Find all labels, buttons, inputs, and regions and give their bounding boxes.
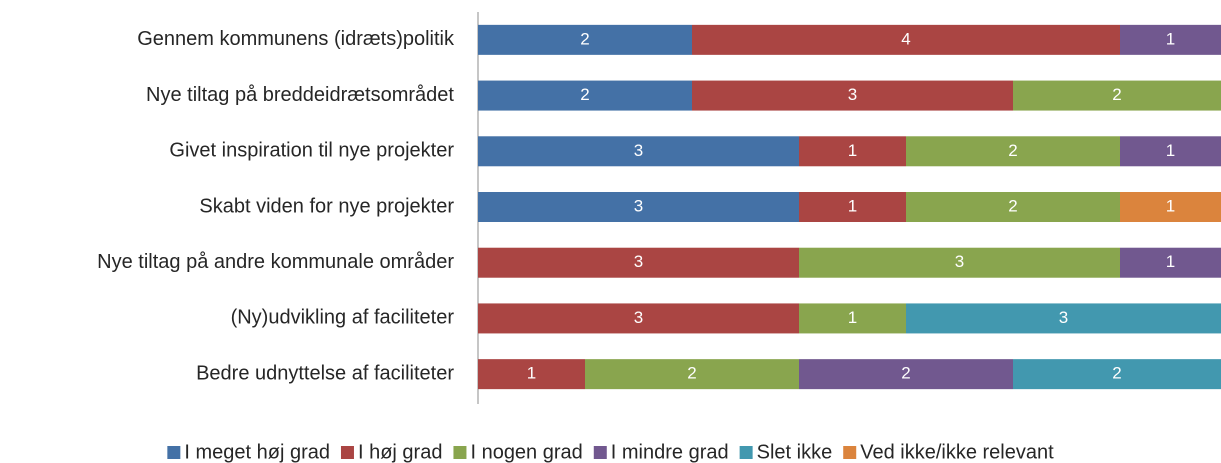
bar-segment xyxy=(478,192,799,222)
data-label: 1 xyxy=(1166,29,1175,48)
bar-segment xyxy=(478,24,692,55)
data-label: 2 xyxy=(580,29,589,48)
data-label: 4 xyxy=(901,29,910,48)
bar-segment xyxy=(692,24,1120,55)
data-label: 1 xyxy=(848,196,857,215)
bar-segment xyxy=(1120,192,1221,222)
data-label: 2 xyxy=(901,364,910,383)
data-label: 3 xyxy=(634,196,643,215)
bar-segment xyxy=(799,192,906,222)
data-label: 1 xyxy=(848,308,857,327)
data-label: 3 xyxy=(848,85,857,104)
bar-segment xyxy=(478,359,585,390)
bar-segment xyxy=(478,136,799,167)
data-label: 3 xyxy=(634,308,643,327)
legend-label: I meget høj grad xyxy=(184,441,330,463)
legend-swatch xyxy=(593,446,607,459)
bar-segment xyxy=(799,303,906,334)
bar-segment xyxy=(906,192,1120,222)
data-label: 3 xyxy=(634,252,643,271)
data-label: 3 xyxy=(634,141,643,160)
bar-segment xyxy=(692,80,1013,111)
bar-segment xyxy=(478,80,692,111)
legend-swatch xyxy=(453,446,467,459)
legend-label: Slet ikke xyxy=(757,441,833,463)
data-label: 1 xyxy=(1166,252,1175,271)
data-label: 1 xyxy=(1166,196,1175,215)
data-label: 2 xyxy=(1112,364,1121,383)
bar-segment xyxy=(585,359,799,390)
category-label: (Ny)udvikling af faciliteter xyxy=(231,307,455,329)
data-label: 2 xyxy=(687,364,696,383)
bar-segment xyxy=(799,136,906,167)
bar-segment xyxy=(799,247,1120,278)
bar-segment xyxy=(1013,359,1221,390)
legend-swatch xyxy=(340,446,354,459)
data-label: 1 xyxy=(848,141,857,160)
category-label: Nye tiltag på andre kommunale områder xyxy=(97,251,454,273)
bar-segment xyxy=(906,136,1120,167)
data-label: 1 xyxy=(527,364,536,383)
legend-label: I høj grad xyxy=(358,441,442,463)
data-label: 2 xyxy=(1008,196,1017,215)
data-label: 2 xyxy=(1112,85,1121,104)
bar-segment xyxy=(1120,247,1221,278)
legend-swatch xyxy=(739,446,753,459)
data-label: 2 xyxy=(1008,141,1017,160)
category-label: Gennem kommunens (idræts)politik xyxy=(137,28,455,50)
bar-segment xyxy=(1013,80,1221,111)
data-label: 3 xyxy=(955,252,964,271)
legend-swatch xyxy=(167,446,181,459)
data-label: 1 xyxy=(1166,141,1175,160)
category-label: Givet inspiration til nye projekter xyxy=(169,140,454,162)
bar-segment xyxy=(906,303,1221,334)
legend-label: Ved ikke/ikke relevant xyxy=(860,441,1054,463)
category-label: Nye tiltag på breddeidrætsområdet xyxy=(146,84,454,106)
legend-label: I nogen grad xyxy=(470,441,582,463)
legend-label: I mindre grad xyxy=(611,441,729,463)
bar-segment xyxy=(799,359,1013,390)
bar-segment xyxy=(1120,136,1221,167)
data-label: 2 xyxy=(580,85,589,104)
legend-swatch xyxy=(843,446,857,459)
bar-segment xyxy=(478,303,799,334)
category-label: Bedre udnyttelse af faciliteter xyxy=(196,362,454,384)
bar-segment xyxy=(1120,24,1221,55)
data-label: 3 xyxy=(1059,308,1068,327)
bar-segment xyxy=(478,247,799,278)
category-label: Skabt viden for nye projekter xyxy=(199,195,454,217)
